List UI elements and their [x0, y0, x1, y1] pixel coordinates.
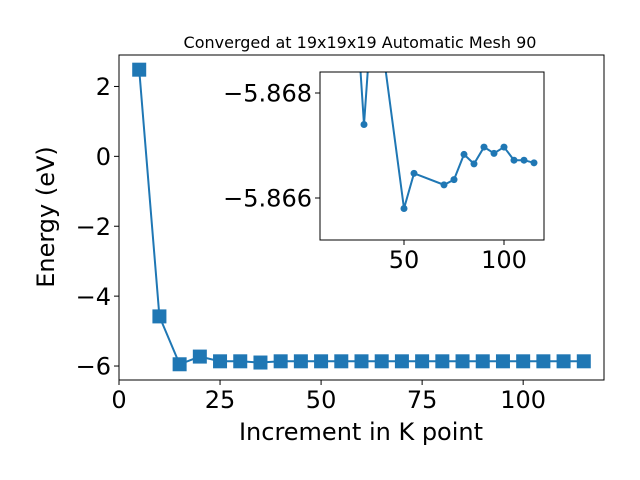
data-point [480, 143, 488, 151]
chart-title: Converged at 19x19x19 Automatic Mesh 90 [184, 33, 537, 52]
data-point [233, 354, 248, 369]
y-tick-label: −4 [76, 283, 111, 311]
data-point [520, 156, 528, 164]
data-point [314, 354, 329, 369]
y-axis-label: Energy (eV) [32, 146, 60, 288]
data-point [440, 181, 448, 189]
data-point [360, 121, 368, 128]
plot-clip-group [359, 72, 538, 212]
data-point [394, 354, 409, 369]
data-point [152, 309, 167, 324]
data-point [510, 156, 518, 164]
data-point [213, 354, 228, 369]
data-point [470, 160, 478, 168]
y-tick-label: −5.866 [223, 185, 312, 213]
x-axis-label: Increment in K point [239, 418, 483, 446]
y-tick-label: −5.868 [223, 80, 312, 108]
y-tick-label: −2 [76, 213, 111, 241]
data-point [495, 354, 510, 369]
data-point [400, 205, 408, 212]
data-point [410, 169, 418, 177]
data-point [490, 149, 498, 157]
x-tick-label: 0 [111, 386, 126, 414]
data-point [354, 354, 369, 369]
data-point [192, 349, 207, 364]
x-tick-label: 50 [389, 246, 420, 274]
data-point [460, 150, 468, 158]
plot-frame [319, 71, 545, 241]
data-point [273, 354, 288, 369]
x-tick-label: 100 [500, 386, 546, 414]
data-point [374, 354, 389, 369]
data-point [334, 354, 349, 369]
data-point [293, 354, 308, 369]
inset-chart: 50 100 −5.868 −5.866 [223, 71, 545, 274]
data-point [455, 354, 470, 369]
plot-frame [118, 54, 605, 381]
x-tick-label: 100 [481, 246, 527, 274]
y-tick-label: 0 [96, 143, 111, 171]
data-point [516, 354, 531, 369]
data-point [475, 354, 490, 369]
data-point [530, 159, 538, 167]
plot-area [320, 72, 544, 240]
x-tick-label: 50 [306, 386, 337, 414]
data-point [172, 357, 187, 372]
data-point [556, 354, 571, 369]
data-point [576, 354, 591, 369]
x-tick-label: 75 [407, 386, 438, 414]
data-point [253, 355, 268, 370]
data-point [450, 176, 458, 184]
data-point [132, 62, 147, 77]
data-point [435, 354, 450, 369]
y-tick-label: −6 [76, 353, 111, 381]
data-point [415, 354, 430, 369]
data-point [536, 354, 551, 369]
x-tick-label: 25 [205, 386, 236, 414]
data-point [500, 143, 508, 151]
y-tick-label: 2 [96, 73, 111, 101]
